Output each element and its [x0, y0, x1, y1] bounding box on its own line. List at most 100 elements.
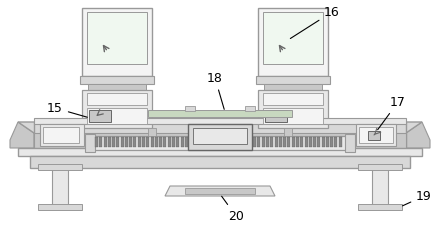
- Bar: [121, 137, 124, 147]
- Bar: [189, 137, 192, 147]
- Bar: [89, 110, 111, 122]
- Bar: [330, 137, 333, 147]
- Bar: [30, 156, 410, 168]
- Bar: [279, 137, 282, 147]
- Bar: [129, 137, 132, 147]
- Bar: [317, 137, 320, 147]
- Bar: [148, 110, 292, 117]
- Bar: [359, 127, 393, 143]
- Bar: [309, 137, 312, 147]
- Bar: [38, 204, 82, 210]
- Bar: [262, 137, 265, 147]
- Bar: [85, 134, 95, 152]
- Bar: [322, 137, 325, 147]
- Bar: [185, 137, 188, 147]
- Bar: [245, 137, 248, 147]
- Bar: [193, 128, 247, 144]
- Bar: [159, 137, 162, 147]
- Bar: [368, 131, 380, 140]
- Bar: [34, 122, 406, 148]
- Bar: [180, 137, 183, 147]
- Bar: [256, 76, 330, 84]
- Bar: [18, 148, 422, 156]
- Bar: [38, 164, 82, 170]
- Bar: [284, 128, 292, 136]
- Bar: [193, 137, 196, 147]
- Bar: [358, 164, 402, 170]
- Bar: [232, 137, 235, 147]
- Bar: [283, 137, 286, 147]
- Bar: [112, 137, 115, 147]
- Bar: [88, 84, 146, 90]
- Bar: [339, 137, 342, 147]
- Polygon shape: [18, 122, 422, 133]
- Bar: [257, 137, 260, 147]
- Bar: [292, 137, 295, 147]
- Bar: [334, 137, 337, 147]
- Bar: [358, 204, 402, 210]
- Bar: [34, 118, 406, 124]
- Bar: [296, 137, 299, 147]
- Bar: [99, 137, 102, 147]
- Bar: [304, 137, 308, 147]
- Bar: [265, 110, 287, 122]
- Bar: [87, 12, 147, 64]
- Bar: [270, 137, 273, 147]
- Bar: [227, 137, 231, 147]
- Bar: [133, 137, 136, 147]
- Bar: [240, 137, 243, 147]
- Bar: [264, 84, 322, 90]
- Text: 19: 19: [403, 190, 432, 206]
- Bar: [215, 137, 218, 147]
- Bar: [147, 137, 149, 147]
- Bar: [155, 137, 158, 147]
- Bar: [90, 136, 350, 150]
- Polygon shape: [10, 122, 34, 148]
- Bar: [108, 137, 111, 147]
- Bar: [356, 124, 396, 146]
- Bar: [172, 137, 175, 147]
- Bar: [138, 137, 141, 147]
- Bar: [125, 137, 128, 147]
- Bar: [345, 134, 355, 152]
- Bar: [52, 168, 68, 206]
- Bar: [263, 12, 323, 64]
- Bar: [253, 137, 256, 147]
- Text: 16: 16: [290, 6, 340, 39]
- Bar: [313, 137, 316, 147]
- Text: 15: 15: [47, 102, 87, 117]
- Bar: [300, 137, 303, 147]
- Polygon shape: [406, 122, 430, 148]
- Bar: [34, 133, 406, 148]
- Bar: [372, 168, 388, 206]
- Text: 17: 17: [378, 96, 406, 130]
- Bar: [116, 137, 119, 147]
- Bar: [202, 137, 205, 147]
- Bar: [206, 137, 209, 147]
- Bar: [223, 137, 226, 147]
- Bar: [210, 137, 213, 147]
- Bar: [40, 124, 84, 146]
- Bar: [249, 137, 252, 147]
- Bar: [245, 106, 255, 111]
- Bar: [43, 127, 79, 143]
- Text: 18: 18: [207, 72, 224, 109]
- Bar: [95, 137, 98, 147]
- Bar: [142, 137, 145, 147]
- Bar: [103, 137, 106, 147]
- Bar: [176, 137, 179, 147]
- Polygon shape: [165, 186, 275, 196]
- Bar: [266, 137, 269, 147]
- Bar: [82, 90, 152, 128]
- Bar: [287, 137, 290, 147]
- Bar: [263, 93, 323, 105]
- Bar: [219, 137, 222, 147]
- Bar: [163, 137, 166, 147]
- Bar: [150, 137, 154, 147]
- Bar: [326, 137, 329, 147]
- Bar: [80, 76, 154, 84]
- Bar: [188, 124, 252, 150]
- Bar: [185, 188, 255, 194]
- Bar: [275, 137, 278, 147]
- Text: 20: 20: [222, 196, 244, 223]
